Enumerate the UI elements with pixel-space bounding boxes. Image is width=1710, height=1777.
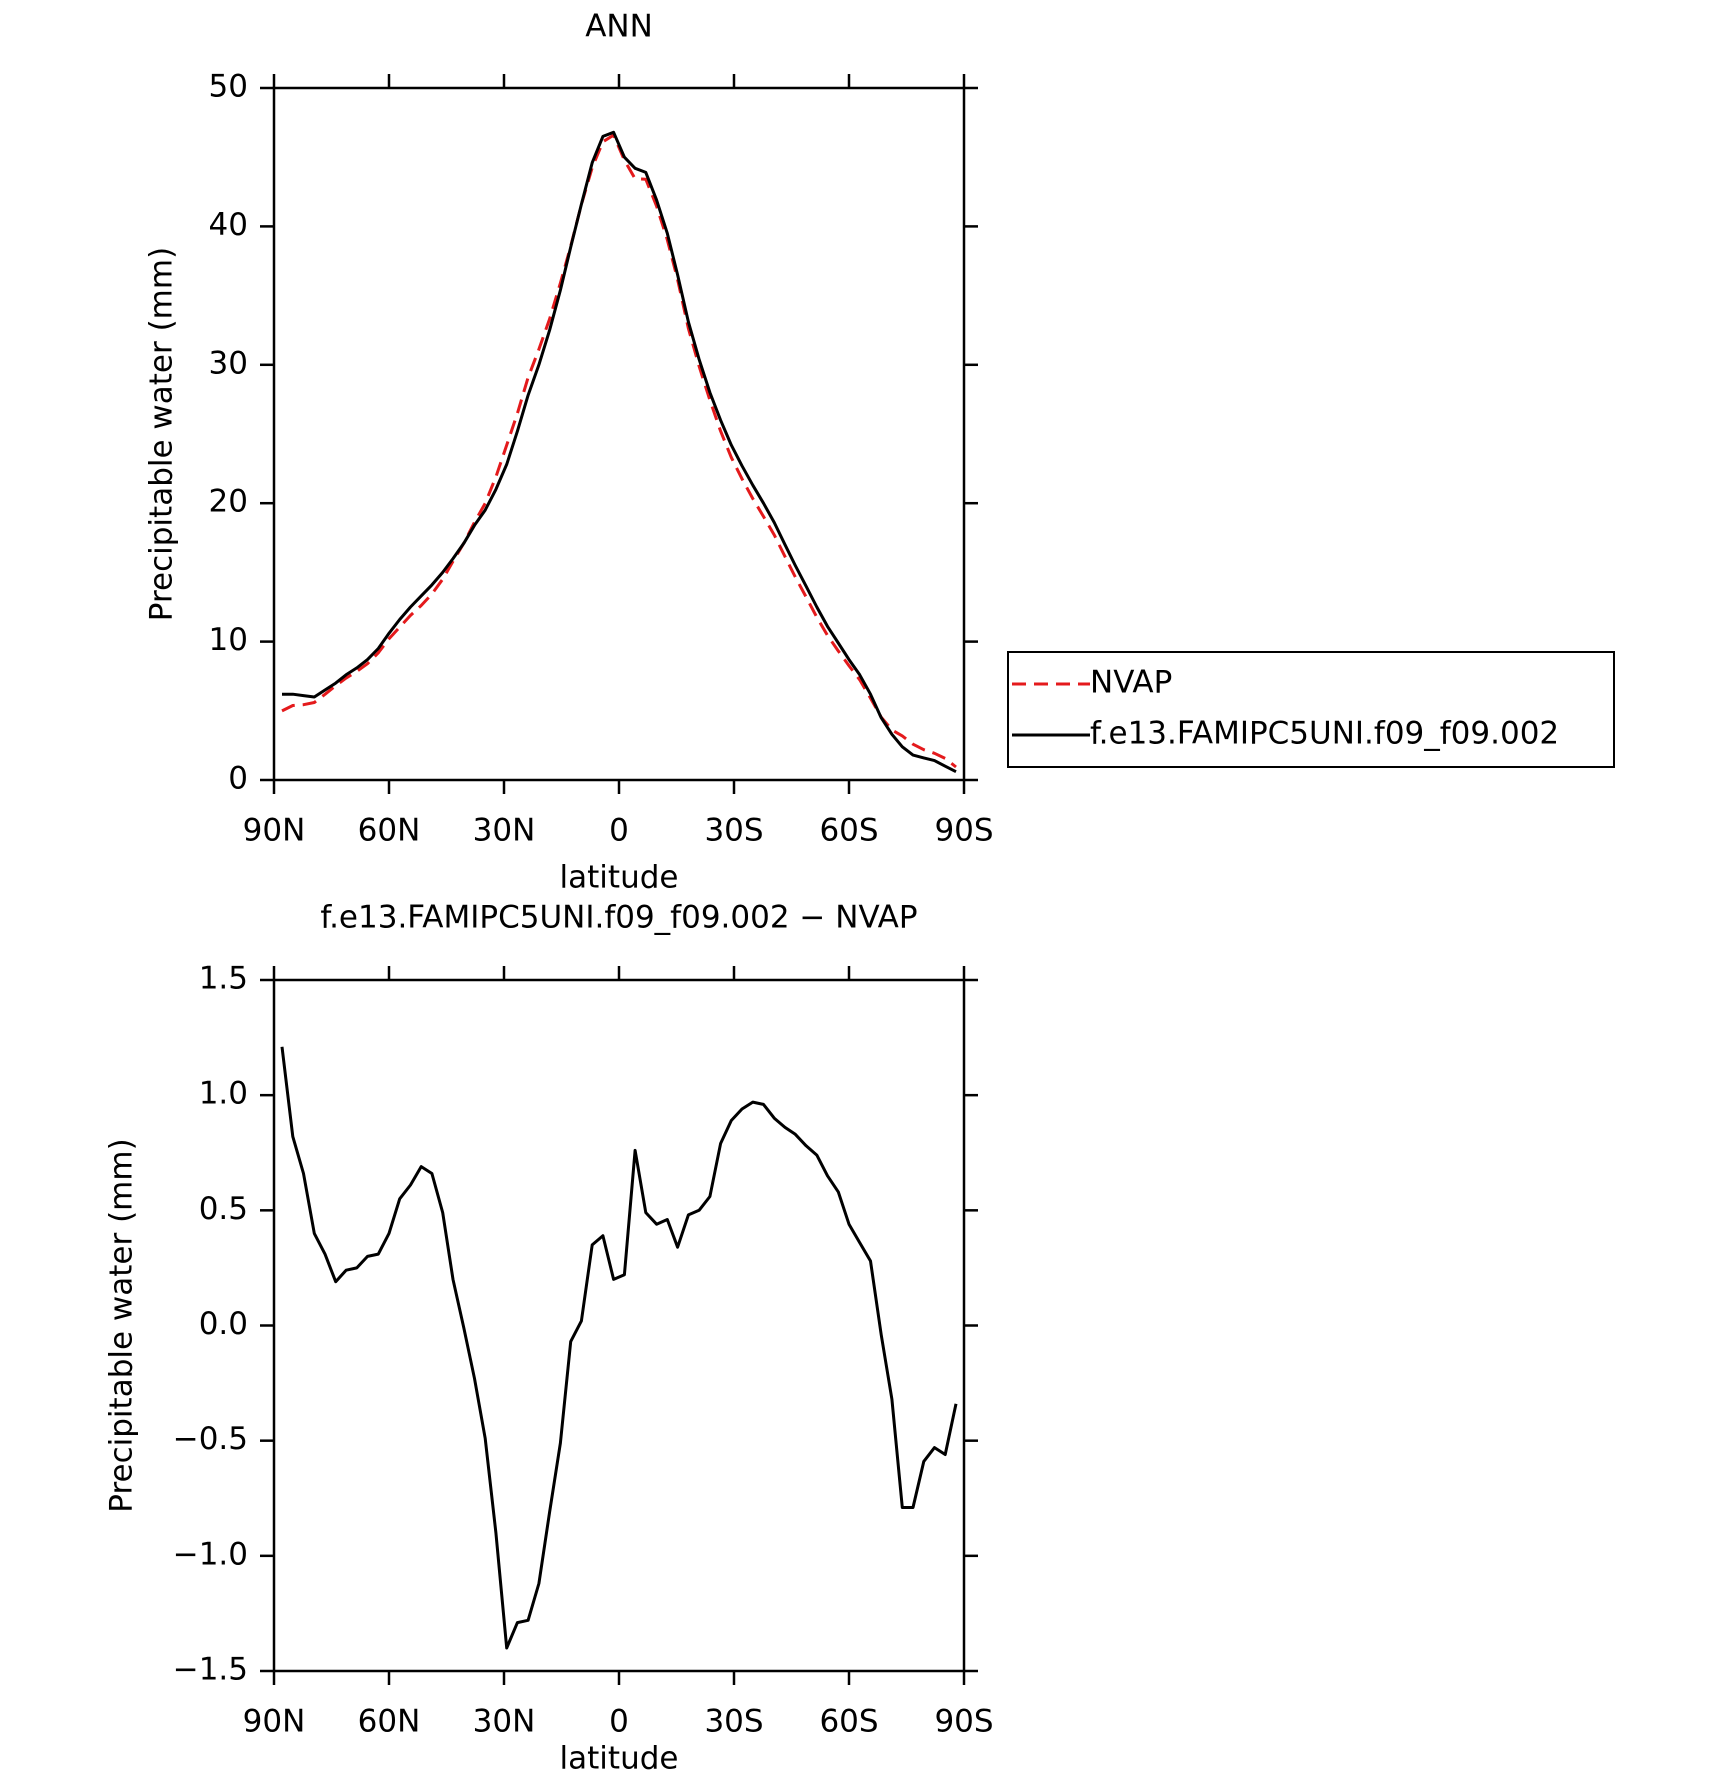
chart-title: f.e13.FAMIPC5UNI.f09_f09.002 − NVAP [320,900,917,936]
chart-title: ANN [585,9,653,45]
plot-frame [272,978,966,1673]
y-tick-label: −1.0 [173,1536,248,1572]
x-tick-label: 90S [934,813,993,849]
x-tick-label: 90N [243,813,306,849]
x-tick-label: 0 [609,813,629,849]
data-line [280,1046,958,1650]
x-tick-label: 30N [473,813,536,849]
y-tick-label: 0.0 [199,1306,248,1342]
y-tick-label: 20 [209,484,248,520]
y-tick-label: −0.5 [173,1421,248,1457]
x-tick-label: 60S [819,1704,878,1740]
y-axis-label: Precipitable water (mm) [144,247,180,621]
x-tick-label: 60N [358,813,421,849]
data-line [282,130,957,774]
y-tick-label: 0 [228,761,248,797]
y-tick-label: 50 [209,69,248,105]
x-tick-label: 0 [609,1704,629,1740]
y-axis-label: Precipitable water (mm) [104,1138,140,1512]
x-tick-label: 30N [473,1704,536,1740]
y-tick-label: 40 [209,207,248,243]
plot-frame [272,86,966,782]
legend-label: f.e13.FAMIPC5UNI.f09_f09.002 [1090,716,1559,752]
legend-label: NVAP [1090,665,1172,701]
x-axis-label: latitude [560,1741,679,1777]
x-axis-label: latitude [560,860,679,896]
x-tick-label: 30S [704,1704,763,1740]
x-tick-label: 60N [358,1704,421,1740]
y-tick-label: 1.5 [199,961,248,997]
legend-box [1007,651,1615,768]
x-tick-label: 90N [243,1704,306,1740]
data-line [281,133,957,769]
y-tick-label: 0.5 [199,1191,248,1227]
y-tick-label: 30 [209,345,248,381]
y-tick-label: −1.5 [173,1652,248,1688]
x-tick-label: 30S [704,813,763,849]
x-tick-label: 90S [934,1704,993,1740]
y-tick-label: 10 [209,622,248,658]
y-tick-label: 1.0 [199,1076,248,1112]
x-tick-label: 60S [819,813,878,849]
